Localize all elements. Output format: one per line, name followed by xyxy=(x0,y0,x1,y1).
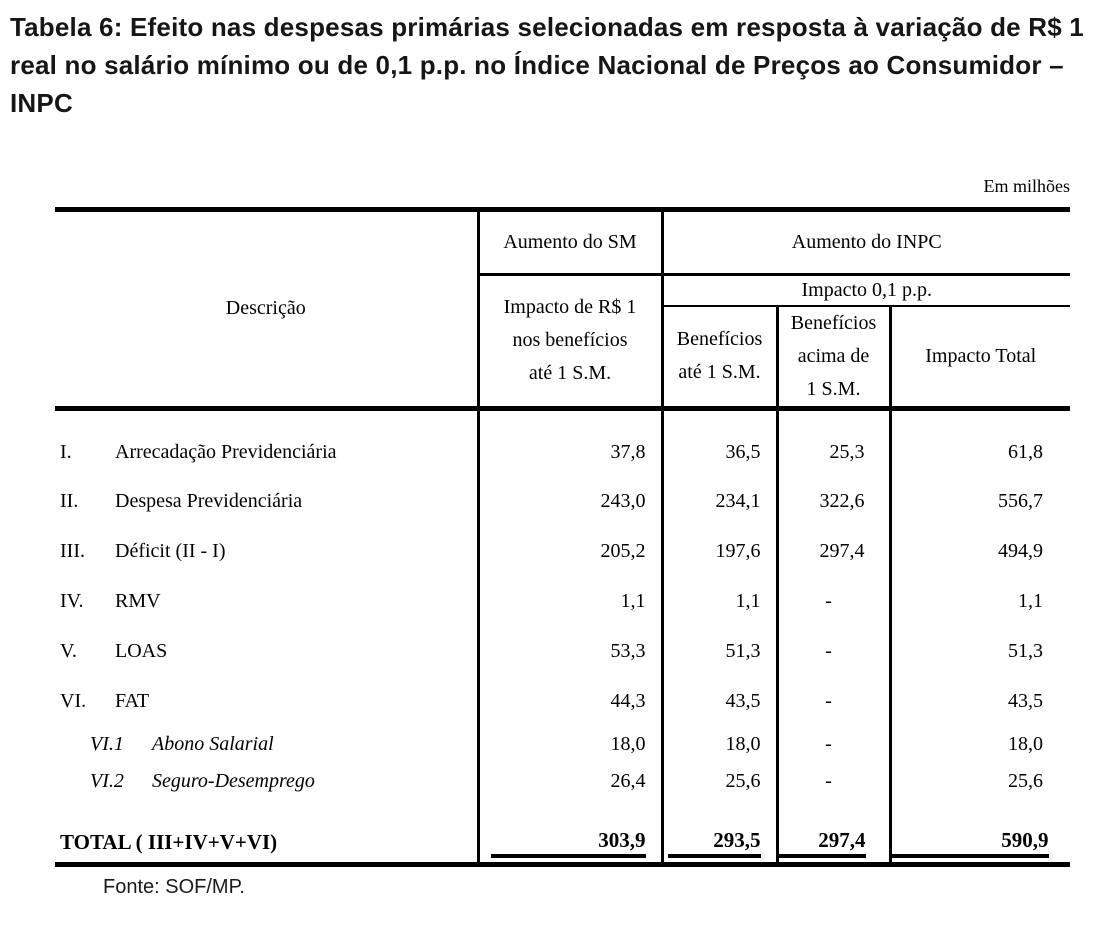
row-numeral: I. xyxy=(60,440,72,463)
header-beneficios-ate-line1: Benefícios xyxy=(676,328,763,350)
row-label: RMV xyxy=(115,589,161,612)
total-label: TOTAL ( III+IV+V+VI) xyxy=(55,822,478,867)
table-row: III. Déficit (II - I) 205,2 197,6 297,4 4… xyxy=(55,526,1070,576)
cell-value: - xyxy=(775,726,890,762)
cell-value: 18,0 xyxy=(476,726,662,762)
cell-value: 494,9 xyxy=(888,526,1070,576)
unit-note: Em milhões xyxy=(983,176,1071,196)
header-sm-impact-line1: Impacto de R$ 1 xyxy=(503,296,637,319)
header-beneficios-ate: Benefícios até 1 S.M. xyxy=(660,305,777,411)
table-row: V. LOAS 53,3 51,3 - 51,3 xyxy=(55,626,1070,676)
cell-value: 25,3 xyxy=(775,408,890,476)
cell-value: 53,3 xyxy=(476,626,662,676)
total-value: 303,9 xyxy=(490,828,646,858)
title-line-2: real no salário mínimo ou de 0,1 p.p. no… xyxy=(10,50,1064,80)
header-descricao: Descrição xyxy=(55,209,478,411)
total-value: 590,9 xyxy=(891,828,1049,858)
row-numeral: VI.2 xyxy=(90,769,124,792)
cell-value: 51,3 xyxy=(660,626,777,676)
title-line-1: Tabela 6: Efeito nas despesas primárias … xyxy=(10,12,1084,42)
cell-value: 18,0 xyxy=(660,726,777,762)
row-label: Seguro-Desemprego xyxy=(152,769,315,792)
row-label: LOAS xyxy=(115,639,168,662)
cell-value: 43,5 xyxy=(660,676,777,726)
table-row: IV. RMV 1,1 1,1 - 1,1 xyxy=(55,576,1070,626)
source-note: Fonte: SOF/MP. xyxy=(103,876,245,898)
cell-value: 44,3 xyxy=(476,676,662,726)
cell-value: 61,8 xyxy=(888,408,1070,476)
table-row-sub: VI.1 Abono Salarial 18,0 18,0 - 18,0 xyxy=(55,726,1070,762)
cell-value: 51,3 xyxy=(888,626,1070,676)
data-table: Descrição Aumento do SM Aumento do INPC … xyxy=(55,207,1070,867)
total-value: 293,5 xyxy=(667,828,761,858)
cell-value: 37,8 xyxy=(476,408,662,476)
header-beneficios-acima: Benefícios acima de 1 S.M. xyxy=(775,305,890,411)
row-numeral: IV. xyxy=(60,589,84,612)
header-impacto-total: Impacto Total xyxy=(888,305,1070,411)
cell-value: 18,0 xyxy=(888,726,1070,762)
total-row: TOTAL ( III+IV+V+VI) 303,9 293,5 297,4 5… xyxy=(55,822,1070,867)
cell-value: 36,5 xyxy=(660,408,777,476)
cell-value: 556,7 xyxy=(888,476,1070,526)
cell-value: 243,0 xyxy=(476,476,662,526)
row-numeral: VI. xyxy=(60,689,87,712)
header-sm-impact-line2: nos benefícios xyxy=(512,329,628,352)
cell-value: 322,6 xyxy=(775,476,890,526)
header-aumento-sm: Aumento do SM xyxy=(476,209,662,276)
cell-value: - xyxy=(775,626,890,676)
cell-value: 26,4 xyxy=(476,762,662,800)
header-row-columns: Benefícios até 1 S.M. Benefícios acima d… xyxy=(55,305,1070,411)
cell-value: 197,6 xyxy=(660,526,777,576)
cell-value: 205,2 xyxy=(476,526,662,576)
document-title: Tabela 6: Efeito nas despesas primárias … xyxy=(10,8,1098,122)
cell-value: 1,1 xyxy=(660,576,777,626)
row-label: Despesa Previdenciária xyxy=(115,489,303,512)
row-numeral: III. xyxy=(60,539,85,562)
table-row: VI. FAT 44,3 43,5 - 43,5 xyxy=(55,676,1070,726)
cell-value: - xyxy=(775,676,890,726)
total-value: 297,4 xyxy=(778,828,866,858)
header-beneficios-ate-line2: até 1 S.M. xyxy=(678,361,761,383)
row-label: Arrecadação Previdenciária xyxy=(115,440,337,463)
header-row-subgroup: Impacto de R$ 1 nos benefícios até 1 S.M… xyxy=(55,274,1070,411)
header-beneficios-acima-line1: Benefícios xyxy=(790,311,877,334)
header-row-groups: Descrição Aumento do SM Aumento do INPC xyxy=(55,209,1070,411)
table-row: II. Despesa Previdenciária 243,0 234,1 32… xyxy=(55,476,1070,526)
header-beneficios-acima-line2: acima de xyxy=(797,344,870,367)
cell-value: 43,5 xyxy=(888,676,1070,726)
row-label: Déficit (II - I) xyxy=(115,539,226,562)
title-line-3: INPC xyxy=(10,88,73,118)
table-row-sub: VI.2 Seguro-Desemprego 26,4 25,6 - 25,6 xyxy=(55,762,1070,800)
cell-value: 297,4 xyxy=(775,526,890,576)
row-numeral: V. xyxy=(60,639,77,662)
table-row: I. Arrecadação Previdenciária 37,8 36,5 2… xyxy=(55,408,1070,476)
spacer-row xyxy=(55,800,1070,822)
cell-value: - xyxy=(775,576,890,626)
header-sm-impact: Impacto de R$ 1 nos benefícios até 1 S.M… xyxy=(476,274,662,411)
cell-value: 1,1 xyxy=(476,576,662,626)
cell-value: 25,6 xyxy=(888,762,1070,800)
row-label: FAT xyxy=(115,689,150,712)
cell-value: 234,1 xyxy=(660,476,777,526)
header-aumento-inpc: Aumento do INPC xyxy=(660,209,1070,276)
cell-value: 1,1 xyxy=(888,576,1070,626)
cell-value: 25,6 xyxy=(660,762,777,800)
row-numeral: II. xyxy=(60,489,79,512)
header-impacto-01pp: Impacto 0,1 p.p. xyxy=(660,274,1070,307)
row-label: Abono Salarial xyxy=(152,732,274,755)
header-sm-impact-line3: até 1 S.M. xyxy=(528,362,612,385)
header-beneficios-acima-line3: 1 S.M. xyxy=(806,377,861,400)
cell-value: - xyxy=(775,762,890,800)
row-numeral: VI.1 xyxy=(90,732,124,755)
